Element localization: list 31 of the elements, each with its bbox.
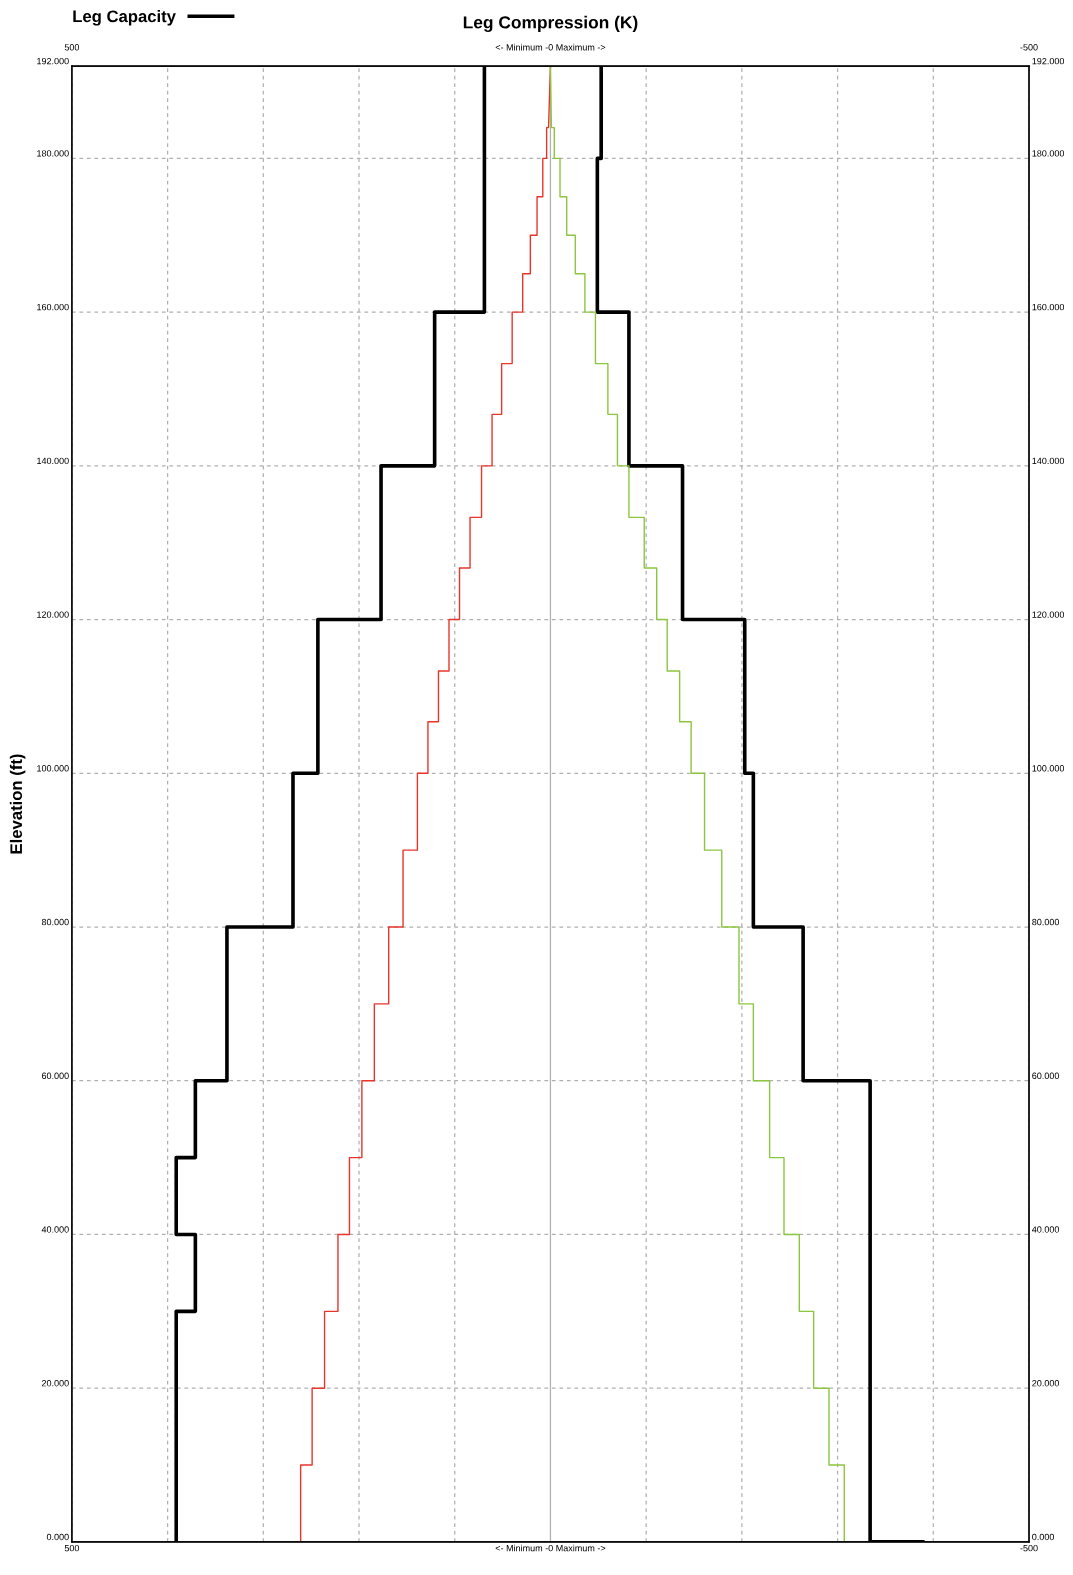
y2-tick-label: 80.000 (1032, 918, 1060, 926)
x2-tick-label: -500 (1020, 44, 1038, 51)
y-tick-label: 120.000 (37, 611, 69, 618)
y2-tick-label: 0.000 (1032, 1533, 1055, 1541)
x2-tick-label: 500 (64, 44, 80, 51)
y2-tick-label: 160.000 (1032, 303, 1065, 311)
y2-tick-label: 120.000 (1032, 611, 1065, 618)
y2-tick-label: 180.000 (1032, 150, 1065, 157)
y2-tick-label: 192.000 (1032, 57, 1065, 65)
y2-tick-label: 40.000 (1031, 1226, 1060, 1233)
y-tick-label: 160.000 (37, 303, 69, 311)
legend-label: Leg Capacity (73, 10, 176, 26)
y2-tick-label: 100.000 (1032, 765, 1065, 772)
y-tick-label: 60.000 (41, 1072, 69, 1079)
x2-tick-label: <- Minimum -0 Maximum -> (495, 43, 606, 51)
y-axis-title: Elevation (ft) (9, 754, 26, 854)
y-tick-label: 192.000 (37, 57, 69, 65)
chart-title: Leg Compression (K) (463, 15, 638, 33)
y-tick-label: 20.000 (41, 1380, 69, 1387)
y2-tick-label: 60.000 (1032, 1072, 1060, 1079)
y-tick-label: 40.000 (41, 1226, 69, 1233)
y-tick-label: 100.000 (37, 765, 69, 772)
y-tick-label: 0.000 (46, 1533, 69, 1541)
y-tick-label: 140.000 (37, 457, 69, 465)
y-tick-label: 80.000 (41, 918, 69, 926)
y2-tick-label: 20.000 (1032, 1380, 1060, 1387)
y2-tick-label: 140.000 (1032, 457, 1065, 465)
x-tick-label: 500 (64, 1544, 80, 1552)
x-tick-label: <- Minimum -0 Maximum -> (495, 1544, 606, 1552)
x-tick-label: -500 (1020, 1544, 1038, 1552)
y-tick-label: 180.000 (37, 150, 69, 157)
